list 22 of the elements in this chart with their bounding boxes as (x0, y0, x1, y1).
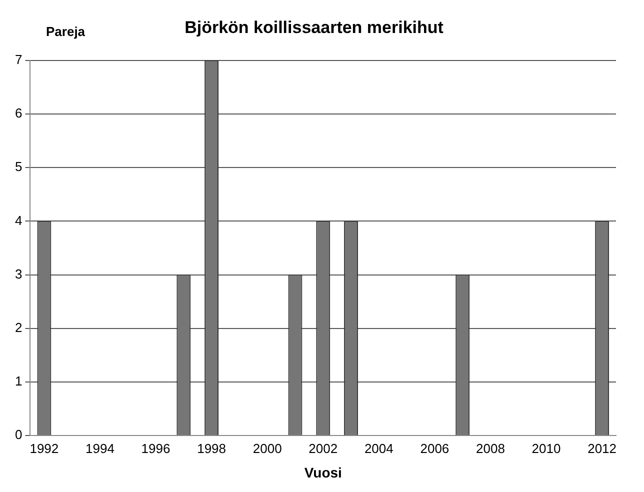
y-tick-label: 1 (14, 374, 22, 389)
x-tick-label: 2006 (420, 440, 450, 456)
y-tick-label: 7 (14, 52, 22, 67)
x-tick-label: 2012 (588, 440, 617, 456)
x-tick-label: 1998 (197, 440, 226, 456)
y-tick-label: 0 (14, 427, 22, 442)
x-tick-label: 1994 (86, 440, 114, 456)
y-tick-label: 6 (14, 106, 22, 121)
x-tick-label: 2000 (252, 440, 282, 456)
y-axis-title: Pareja (46, 24, 86, 39)
x-tick-label: 2008 (476, 440, 505, 456)
x-tick-label: 2010 (532, 440, 561, 456)
x-tick-label: 1996 (141, 440, 170, 456)
y-tick-label: 5 (14, 159, 22, 174)
x-tick-label: 2004 (364, 440, 394, 456)
y-tick-label: 4 (14, 212, 22, 228)
x-tick-label: 1992 (30, 440, 59, 456)
y-tick-label: 3 (14, 266, 22, 282)
chart-title: Björkön koillissaarten merikihut (184, 18, 444, 37)
x-axis-title: Vuosi (304, 464, 342, 480)
x-tick-label: 2002 (308, 440, 338, 456)
y-tick-label: 2 (14, 320, 22, 335)
